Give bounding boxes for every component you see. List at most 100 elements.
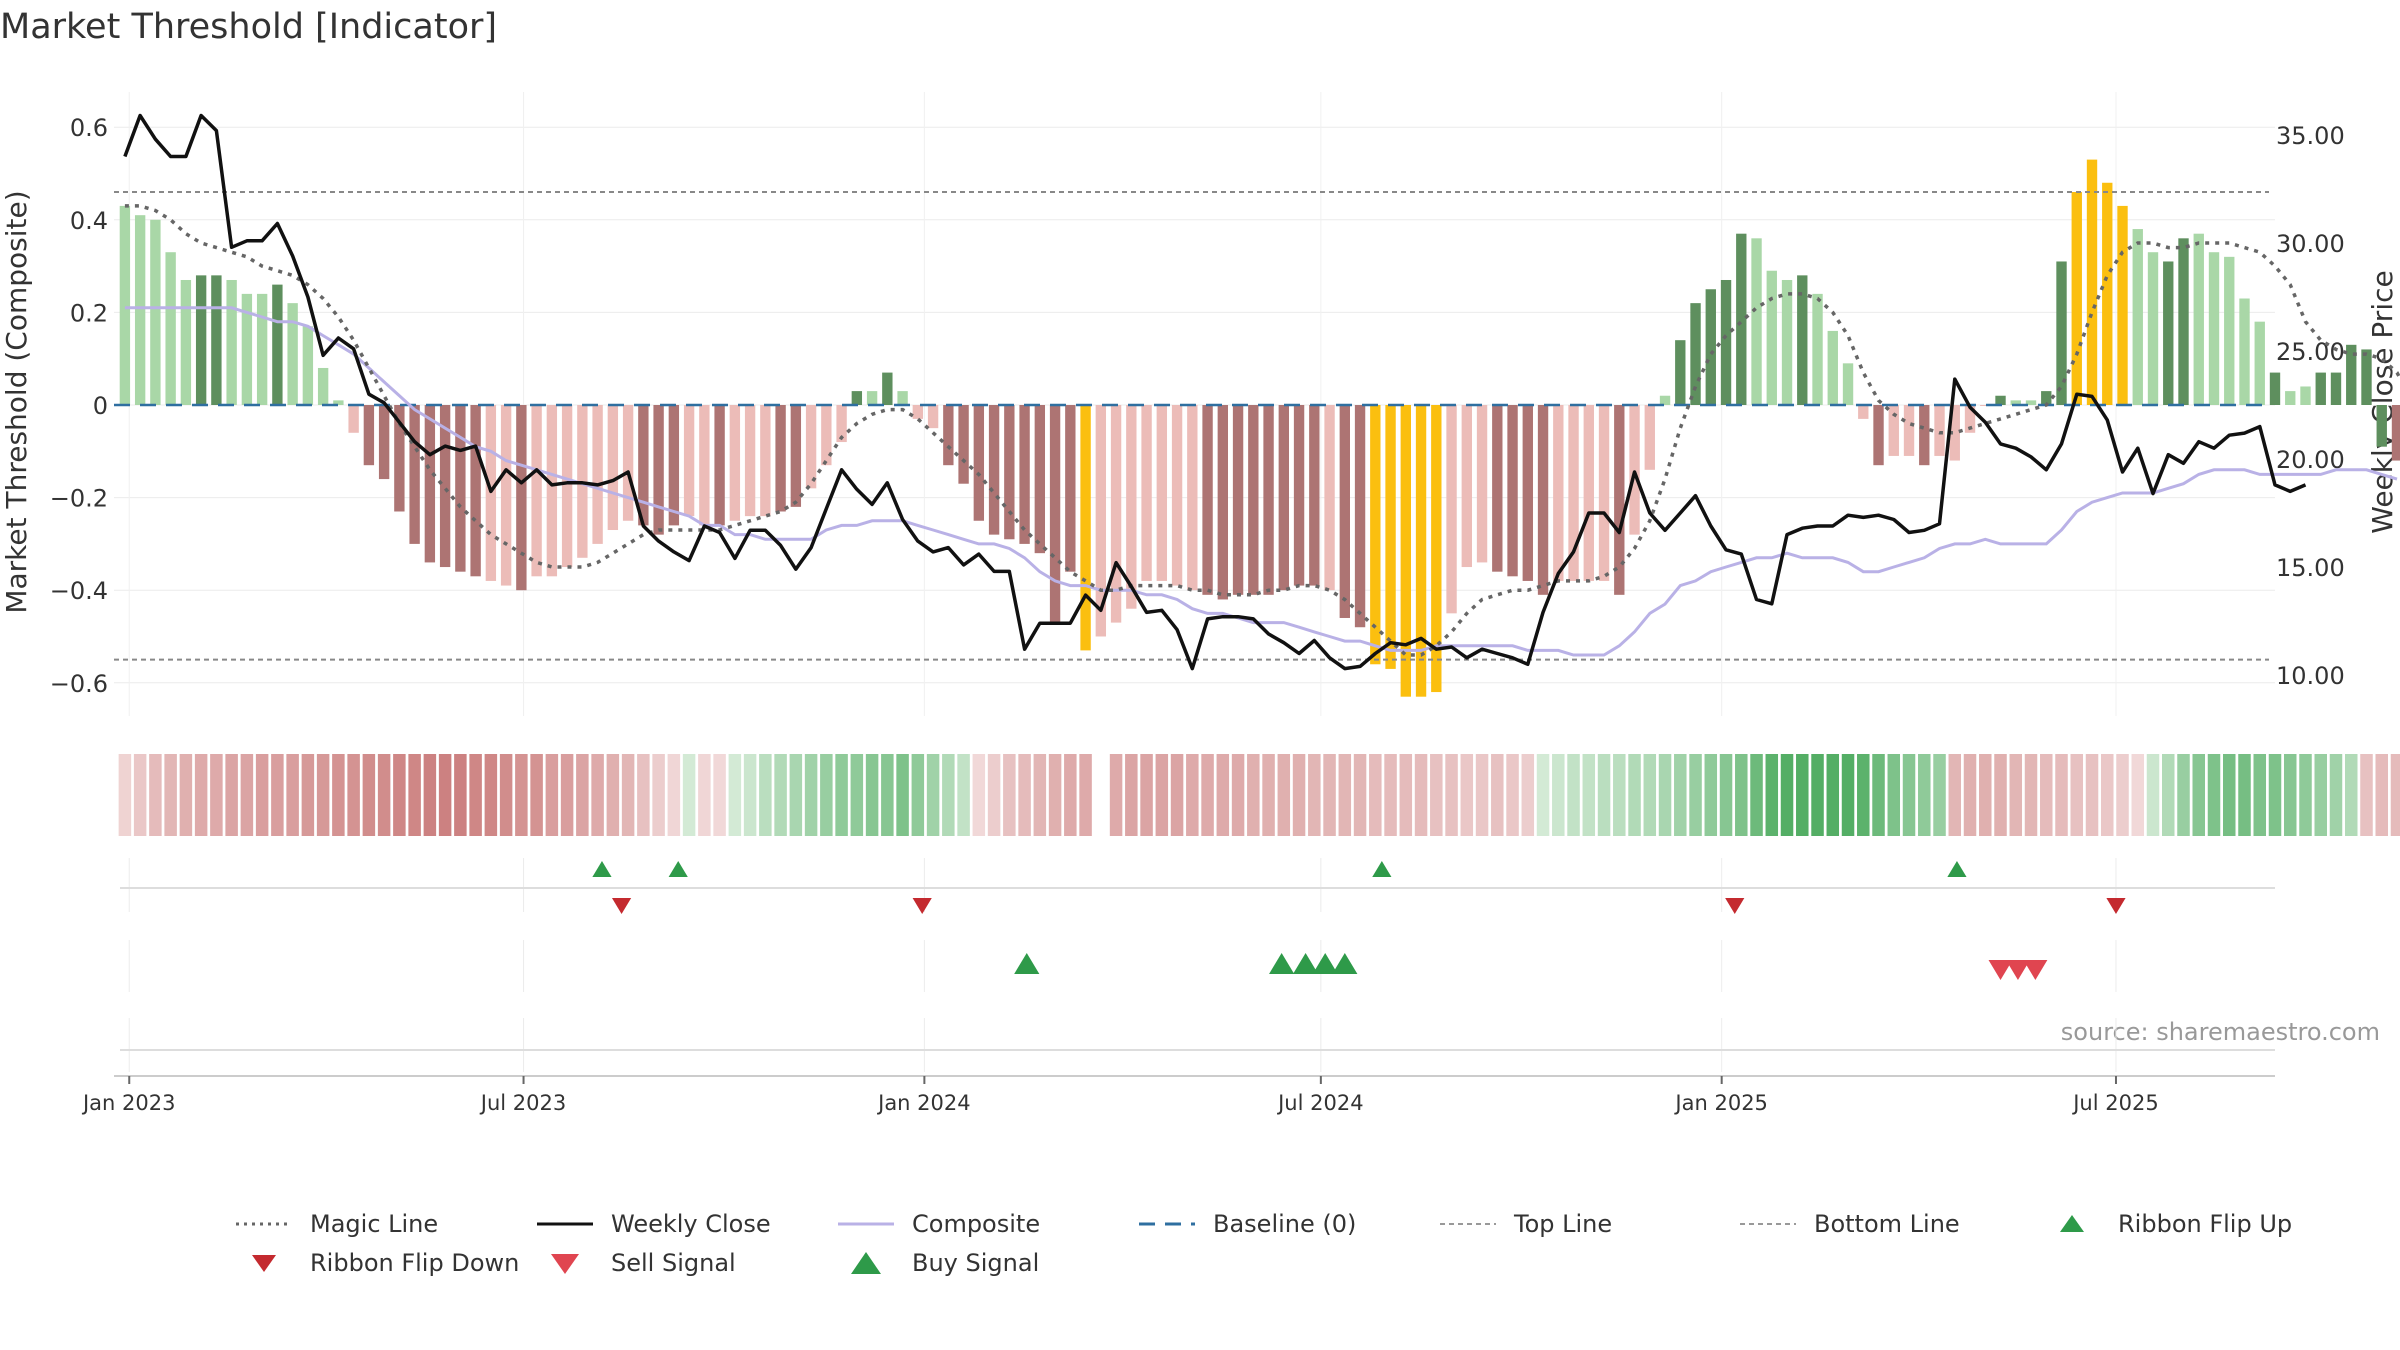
ribbon-cell (591, 754, 604, 836)
ribbon-cell (1003, 754, 1016, 836)
composite-bar (1385, 405, 1396, 669)
composite-bar (272, 284, 283, 405)
y-tick-label-right: 25.00 (2276, 338, 2345, 366)
composite-bar (1171, 405, 1183, 586)
composite-bar (1797, 275, 1808, 405)
composite-bar (943, 405, 954, 466)
ribbon-cell (1674, 754, 1687, 836)
buy-signal-marker (1332, 953, 1358, 974)
ribbon-cell (667, 754, 681, 836)
ribbon-cell (698, 754, 711, 836)
ribbon-cell (210, 754, 223, 836)
ribbon-cell (2162, 754, 2175, 836)
sell-signal-marker (1988, 960, 2013, 980)
ribbon-cell (1979, 754, 1992, 836)
x-tick-label: Jul 2023 (479, 1091, 566, 1115)
composite-bar (1873, 405, 1884, 466)
composite-bar (516, 405, 527, 591)
ribbon-cell (1033, 754, 1047, 836)
composite-bar (317, 367, 329, 405)
composite-bar (302, 326, 314, 405)
composite-bar (2102, 182, 2113, 405)
composite-bar (1583, 405, 1594, 581)
ribbon-flip-up-marker (668, 861, 688, 877)
sell-signal-marker (2005, 960, 2030, 980)
ribbon-cell (1796, 754, 1809, 836)
ribbon-cell (987, 754, 1001, 836)
composite-bar (1919, 405, 1930, 466)
ribbon-cell (820, 754, 833, 836)
ribbon-cell (408, 754, 421, 836)
composite-bar (851, 391, 863, 405)
ribbon-cell (2344, 754, 2358, 836)
threshold-lines (114, 191, 2269, 661)
ribbon-cell (149, 754, 162, 836)
composite-bar (592, 405, 603, 544)
ribbon-cell (2375, 754, 2388, 836)
composite-bar (531, 405, 542, 577)
composite-bar (2056, 261, 2067, 405)
composite-bar (333, 400, 344, 405)
ribbon-cell (1140, 754, 1153, 836)
composite-bar (1004, 405, 1015, 540)
composite-bar (2117, 205, 2128, 405)
ribbon-cell (2360, 754, 2373, 836)
ribbon-cell (804, 754, 818, 836)
ribbon-cell (484, 754, 498, 836)
ribbon-cell (1155, 754, 1169, 836)
ribbon-cell (332, 754, 345, 836)
composite-bar (1019, 405, 1030, 544)
composite-bar (1964, 405, 1976, 433)
composite-bar (1766, 270, 1777, 405)
buy-signal-marker (1014, 953, 1040, 974)
composite-bar (2041, 391, 2052, 405)
composite-bar (2086, 159, 2098, 405)
ribbon-cell (1338, 754, 1352, 836)
ribbon-cell (1719, 754, 1733, 836)
buy-signal-marker (1292, 953, 1319, 974)
ribbon-cell (1247, 754, 1260, 836)
composite-bar (2269, 372, 2281, 405)
composite-bar (1263, 405, 1274, 595)
composite-bar (455, 405, 466, 572)
composite-bar (683, 405, 695, 517)
composite-bar (760, 405, 771, 517)
composite-bar (836, 405, 847, 443)
composite-bar (2163, 261, 2174, 405)
ribbon-cell (1887, 754, 1901, 836)
ribbon-cell (2177, 754, 2190, 836)
composite-bar (988, 405, 1000, 535)
y-tick-label-right: 15.00 (2276, 554, 2345, 582)
composite-bar (287, 303, 298, 405)
y-tick-label-left: 0.2 (70, 299, 108, 327)
composite-bar (1949, 405, 1960, 461)
y-axis-left-label: Market Threshold (Composite) (0, 190, 33, 613)
buy-signal-marker (1312, 953, 1338, 974)
ribbon-cell (438, 754, 452, 836)
composite-bar (165, 252, 176, 405)
composite-bar (1675, 340, 1686, 405)
x-tick-label: Jan 2024 (876, 1091, 971, 1115)
ribbon-cell (1948, 754, 1962, 836)
ribbon-cell (2329, 754, 2343, 836)
ribbon-cell (301, 754, 315, 836)
composite-bar (2315, 372, 2326, 405)
composite-bar (653, 405, 664, 535)
composite-bar (1415, 405, 1427, 697)
ribbon-cell (1231, 754, 1245, 836)
composite-bar (1720, 279, 1732, 405)
composite-bar (973, 405, 985, 521)
ribbon-cell (1963, 754, 1977, 836)
ribbon-cell (1506, 754, 1519, 836)
composite-bar (790, 405, 802, 507)
ribbon-cell (286, 754, 299, 836)
ribbon-cell (1216, 754, 1230, 836)
ribbon-cell (1765, 754, 1779, 836)
ribbon-cell (545, 754, 559, 836)
ribbon-cell (881, 754, 894, 836)
ribbon-cell (2009, 754, 2023, 836)
composite-bar (1492, 405, 1503, 572)
composite-bar (2361, 349, 2372, 405)
composite-bar (2254, 321, 2265, 405)
composite-bar (1034, 405, 1046, 554)
